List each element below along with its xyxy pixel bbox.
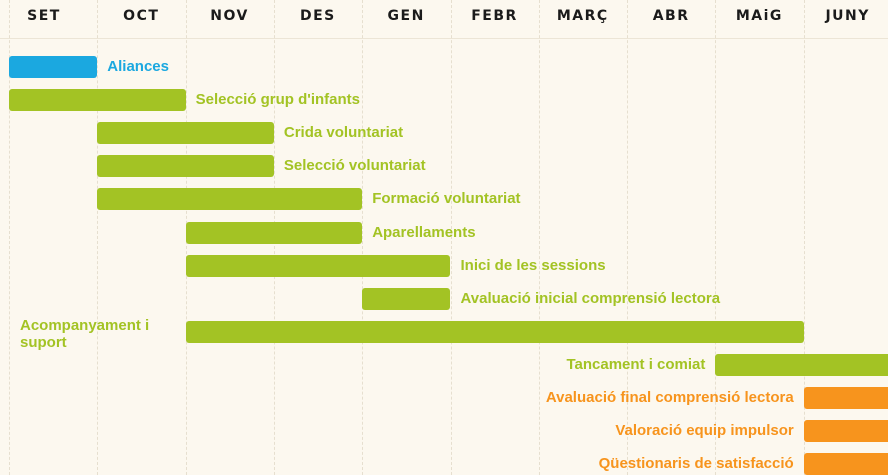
- task-bar: [185, 221, 363, 244]
- task-bar: [97, 122, 274, 145]
- task-label: Aparellaments: [372, 223, 476, 241]
- grid-line: [627, 0, 629, 475]
- month-label: SET: [27, 8, 61, 24]
- task-label: Valoració equip impulsor: [615, 422, 794, 440]
- task-bar: [9, 56, 98, 78]
- task-bar: [185, 254, 451, 277]
- task-bar: [9, 89, 186, 112]
- task-label: Inici de les sessions: [460, 256, 606, 274]
- task-bar: [97, 155, 274, 178]
- grid-line: [803, 0, 805, 475]
- task-label: Qüestionaris de satisfacció: [598, 455, 794, 473]
- task-bar: [803, 453, 888, 475]
- task-label: Selecció voluntariat: [283, 157, 426, 175]
- month-label: NOV: [210, 8, 249, 24]
- task-bar: [185, 320, 804, 343]
- grid-line: [715, 0, 717, 475]
- task-label: Tancament i comiat: [566, 355, 706, 373]
- task-label: Acompanyament i suport: [20, 316, 150, 351]
- grid-line: [450, 0, 452, 475]
- month-label: MAiG: [735, 8, 783, 24]
- month-label: GEN: [387, 8, 425, 24]
- grid-line: [9, 0, 10, 475]
- task-bar: [803, 387, 888, 409]
- grid-line: [538, 0, 540, 475]
- month-label: FEBR: [471, 8, 518, 24]
- grid-line: [362, 0, 364, 475]
- grid-line: [97, 0, 99, 475]
- task-bar: [362, 287, 451, 310]
- task-label: Aliances: [107, 58, 169, 75]
- task-label: Crida voluntariat: [283, 124, 404, 142]
- header-rule: [0, 38, 888, 39]
- task-bar: [803, 420, 888, 443]
- month-label: JUNY: [825, 8, 870, 24]
- month-label: OCT: [123, 8, 160, 24]
- task-label: Formació voluntariat: [372, 190, 521, 208]
- month-label: ABR: [652, 8, 690, 24]
- task-bar: [97, 188, 363, 211]
- month-label: DES: [300, 8, 336, 24]
- task-label: Avaluació inicial comprensió lectora: [460, 289, 721, 307]
- task-bar: [715, 353, 888, 376]
- task-label: Avaluació final comprensió lectora: [545, 389, 794, 406]
- task-label: Selecció grup d'infants: [195, 91, 361, 109]
- month-label: MARÇ: [556, 8, 609, 24]
